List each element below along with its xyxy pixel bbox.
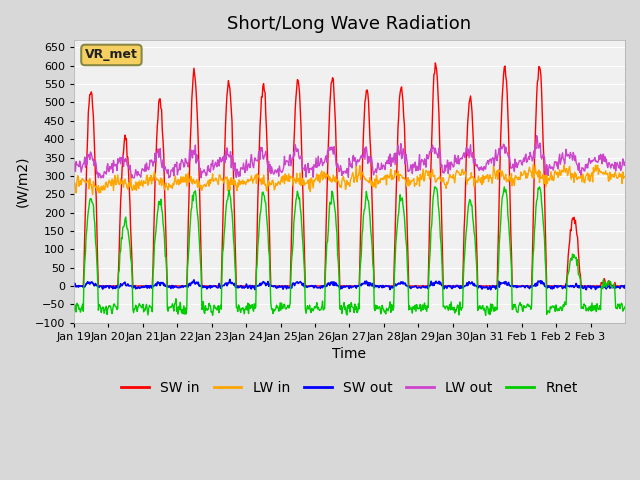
Rnet: [285, 305, 292, 311]
SW in: [621, 283, 629, 289]
Line: Rnet: Rnet: [74, 187, 625, 315]
Rnet: [431, 184, 438, 190]
LW in: [438, 179, 445, 185]
SW out: [285, 285, 292, 291]
Line: SW out: SW out: [74, 279, 625, 289]
Rnet: [264, 229, 272, 235]
Rnet: [70, 307, 78, 312]
Line: LW in: LW in: [74, 165, 625, 195]
SW out: [70, 283, 78, 288]
SW out: [487, 287, 495, 292]
SW in: [135, 283, 143, 289]
Rnet: [438, 276, 446, 281]
LW in: [70, 182, 78, 188]
Line: LW out: LW out: [74, 136, 625, 178]
Y-axis label: (W/m2): (W/m2): [15, 156, 29, 207]
SW out: [407, 286, 415, 291]
LW in: [264, 180, 272, 186]
LW out: [621, 159, 629, 165]
SW in: [236, 283, 244, 289]
SW in: [406, 283, 414, 289]
SW out: [264, 279, 272, 285]
LW out: [237, 165, 244, 171]
X-axis label: Time: Time: [332, 347, 367, 361]
LW in: [407, 180, 415, 185]
SW in: [284, 283, 292, 289]
SW out: [135, 284, 143, 289]
LW in: [285, 171, 292, 177]
Text: VR_met: VR_met: [85, 48, 138, 61]
Rnet: [407, 306, 415, 312]
LW out: [438, 162, 445, 168]
Rnet: [237, 310, 244, 315]
LW out: [264, 165, 272, 170]
SW in: [438, 223, 445, 228]
SW out: [621, 283, 629, 288]
LW in: [621, 173, 629, 179]
LW in: [237, 179, 244, 185]
LW out: [407, 162, 415, 168]
Legend: SW in, LW in, SW out, LW out, Rnet: SW in, LW in, SW out, LW out, Rnet: [116, 375, 583, 400]
Line: SW in: SW in: [74, 63, 625, 286]
SW out: [438, 283, 445, 288]
LW out: [136, 172, 143, 178]
SW in: [431, 60, 439, 66]
LW out: [95, 175, 102, 180]
LW out: [532, 133, 540, 139]
SW in: [264, 146, 271, 152]
Rnet: [209, 312, 216, 318]
LW out: [70, 167, 78, 172]
Rnet: [135, 303, 143, 309]
LW in: [529, 162, 537, 168]
SW in: [70, 283, 78, 289]
Title: Short/Long Wave Radiation: Short/Long Wave Radiation: [227, 15, 472, 33]
SW out: [226, 276, 234, 282]
LW out: [285, 163, 292, 168]
LW in: [136, 178, 143, 184]
LW in: [89, 192, 97, 198]
Rnet: [621, 304, 629, 310]
SW out: [237, 283, 244, 289]
